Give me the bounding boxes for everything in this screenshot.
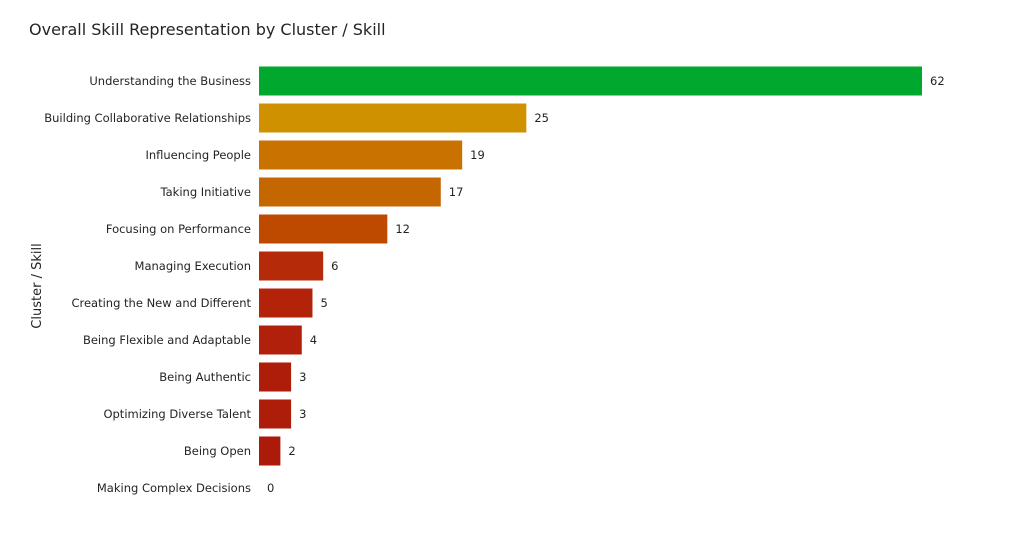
value-label: 3	[299, 407, 306, 421]
value-label: 0	[267, 481, 274, 495]
category-label: Creating the New and Different	[71, 296, 251, 310]
category-label: Making Complex Decisions	[97, 481, 251, 495]
bar[interactable]	[259, 362, 292, 392]
value-label: 12	[395, 222, 410, 236]
y-axis-title: Cluster / Skill	[30, 243, 45, 328]
value-label: 3	[299, 370, 306, 384]
category-label: Being Open	[184, 444, 251, 458]
value-label: 5	[320, 296, 327, 310]
value-label: 4	[310, 333, 317, 347]
bar[interactable]	[259, 399, 292, 429]
value-labels: 62 25 19 17 12 6 5 4 3 3 2 0	[267, 74, 945, 495]
value-label: 19	[470, 148, 485, 162]
bar[interactable]	[259, 140, 463, 170]
category-label: Being Flexible and Adaptable	[83, 333, 251, 347]
bar[interactable]	[259, 66, 922, 96]
category-label: Building Collaborative Relationships	[44, 111, 251, 125]
bar[interactable]	[259, 325, 302, 355]
category-label: Understanding the Business	[89, 74, 251, 88]
category-label: Being Authentic	[159, 370, 251, 384]
bar[interactable]	[259, 214, 388, 244]
category-label: Taking Initiative	[160, 185, 251, 199]
category-label: Influencing People	[145, 148, 251, 162]
bar[interactable]	[259, 251, 324, 281]
value-label: 17	[449, 185, 464, 199]
value-label: 6	[331, 259, 338, 273]
value-label: 62	[930, 74, 945, 88]
value-label: 2	[288, 444, 295, 458]
bar[interactable]	[259, 177, 441, 207]
bar[interactable]	[259, 436, 281, 466]
value-label: 25	[534, 111, 549, 125]
category-label: Optimizing Diverse Talent	[103, 407, 251, 421]
category-labels: Understanding the Business Building Colla…	[44, 74, 251, 495]
bar[interactable]	[259, 103, 527, 133]
bar[interactable]	[259, 288, 313, 318]
category-label: Focusing on Performance	[106, 222, 251, 236]
chart-title: Overall Skill Representation by Cluster …	[29, 20, 386, 39]
bars	[259, 66, 922, 466]
category-label: Managing Execution	[135, 259, 251, 273]
